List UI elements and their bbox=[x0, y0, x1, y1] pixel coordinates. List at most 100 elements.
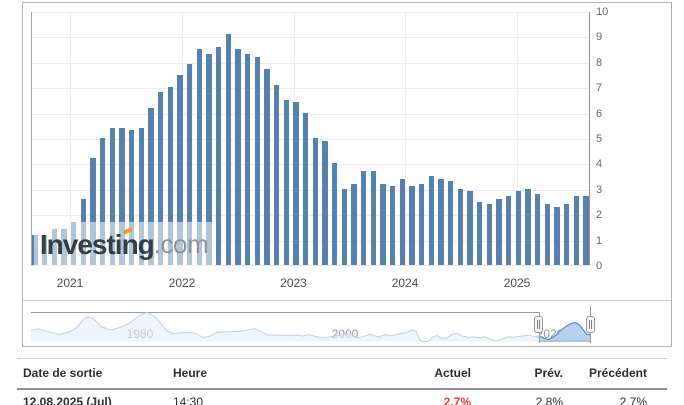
h-gridline bbox=[32, 164, 589, 166]
bar[interactable] bbox=[544, 204, 551, 265]
cell-forecast: 2.8% bbox=[535, 395, 563, 405]
bar[interactable] bbox=[515, 191, 522, 265]
bar[interactable] bbox=[534, 193, 541, 265]
bar[interactable] bbox=[418, 183, 425, 265]
bar[interactable] bbox=[457, 188, 464, 265]
navigator-sparkline[interactable] bbox=[31, 312, 590, 343]
bar[interactable] bbox=[148, 107, 154, 265]
bar[interactable] bbox=[90, 158, 96, 265]
investing-watermark: Investing .com bbox=[34, 222, 214, 267]
bar[interactable] bbox=[312, 138, 319, 265]
h-gridline bbox=[32, 189, 589, 191]
bar[interactable] bbox=[157, 92, 164, 265]
bar[interactable] bbox=[428, 176, 435, 265]
navigator-top-line bbox=[31, 312, 539, 313]
bar[interactable] bbox=[244, 54, 251, 265]
v-gridline bbox=[405, 12, 406, 265]
cell-actual: 2.7% bbox=[443, 395, 471, 405]
h-gridline bbox=[32, 37, 589, 39]
bar[interactable] bbox=[467, 191, 473, 265]
y-axis-label: 8 bbox=[596, 56, 603, 69]
bar[interactable] bbox=[235, 49, 241, 265]
bar[interactable] bbox=[99, 138, 106, 265]
bar[interactable] bbox=[563, 204, 570, 265]
bar[interactable] bbox=[186, 64, 193, 265]
h-gridline bbox=[32, 113, 589, 115]
navigator-handle-right[interactable] bbox=[586, 316, 595, 333]
x-axis-label: 2023 bbox=[280, 276, 307, 290]
cell-time: 14:30 bbox=[173, 395, 204, 405]
bar[interactable] bbox=[496, 198, 502, 265]
table-header-separator bbox=[17, 388, 667, 390]
bar[interactable] bbox=[525, 188, 531, 265]
bar[interactable] bbox=[360, 171, 367, 265]
y-axis-label: 7 bbox=[596, 82, 603, 95]
bar[interactable] bbox=[380, 183, 386, 265]
h-gridline bbox=[32, 62, 589, 64]
bar[interactable] bbox=[264, 69, 270, 265]
v-gridline bbox=[70, 12, 71, 265]
h-gridline bbox=[32, 240, 589, 242]
bar[interactable] bbox=[167, 87, 174, 265]
navigator-selected-range[interactable] bbox=[539, 313, 590, 342]
bar-chart-plot: Investing .com bbox=[31, 12, 590, 267]
bar[interactable] bbox=[573, 196, 580, 265]
bar[interactable] bbox=[399, 178, 406, 265]
y-axis-label: 1 bbox=[596, 234, 603, 247]
bar[interactable] bbox=[177, 74, 183, 265]
h-gridline bbox=[32, 88, 589, 90]
bar[interactable] bbox=[119, 127, 125, 265]
bar[interactable] bbox=[138, 127, 145, 265]
bar[interactable] bbox=[322, 140, 328, 265]
chart-navigator-divider bbox=[23, 300, 671, 301]
bar[interactable] bbox=[583, 196, 589, 265]
bar[interactable] bbox=[206, 54, 212, 265]
bar[interactable] bbox=[128, 130, 135, 265]
h-gridline bbox=[32, 215, 589, 217]
bar[interactable] bbox=[409, 186, 415, 265]
bar[interactable] bbox=[438, 178, 444, 265]
bar[interactable] bbox=[254, 56, 261, 265]
bar[interactable] bbox=[447, 181, 454, 265]
cell-previous: 2.7% bbox=[619, 395, 647, 405]
bar[interactable] bbox=[109, 127, 116, 265]
h-gridline bbox=[32, 12, 589, 13]
bar[interactable] bbox=[215, 46, 222, 265]
y-axis-label: 10 bbox=[596, 6, 609, 18]
bar[interactable] bbox=[331, 163, 338, 265]
x-axis-label: 2024 bbox=[391, 276, 419, 290]
y-axis-label: 6 bbox=[596, 107, 603, 120]
bar[interactable] bbox=[196, 49, 203, 265]
y-axis-label: 4 bbox=[596, 158, 603, 171]
navigator-handle-left[interactable] bbox=[534, 316, 543, 333]
bar[interactable] bbox=[351, 183, 357, 265]
header-forecast: Prév. bbox=[534, 366, 563, 380]
table-top-border bbox=[17, 358, 667, 359]
bar[interactable] bbox=[283, 99, 290, 265]
logo-suffix-text: .com bbox=[153, 229, 209, 259]
y-axis-label: 5 bbox=[596, 133, 603, 145]
bar[interactable] bbox=[293, 102, 299, 265]
bar[interactable] bbox=[302, 112, 309, 265]
header-previous: Précédent bbox=[588, 366, 647, 380]
bar[interactable] bbox=[486, 204, 493, 265]
bar[interactable] bbox=[554, 206, 560, 265]
x-axis-label: 2025 bbox=[503, 276, 531, 290]
v-gridline bbox=[517, 12, 518, 265]
header-actual: Actuel bbox=[434, 366, 471, 380]
bar[interactable] bbox=[476, 201, 483, 265]
bar[interactable] bbox=[273, 84, 280, 265]
bar[interactable] bbox=[505, 196, 512, 265]
header-time: Heure bbox=[173, 366, 208, 380]
h-gridline bbox=[32, 139, 589, 140]
y-axis-label: 2 bbox=[596, 209, 603, 222]
bar[interactable] bbox=[370, 171, 377, 265]
bar[interactable] bbox=[341, 188, 348, 265]
x-axis-label: 2021 bbox=[56, 276, 84, 290]
bar[interactable] bbox=[389, 186, 396, 265]
y-axis-label: 9 bbox=[596, 31, 603, 44]
logo-brand-text: Investing bbox=[39, 228, 155, 260]
bar[interactable] bbox=[225, 33, 232, 265]
y-axis-label: 3 bbox=[596, 183, 603, 196]
